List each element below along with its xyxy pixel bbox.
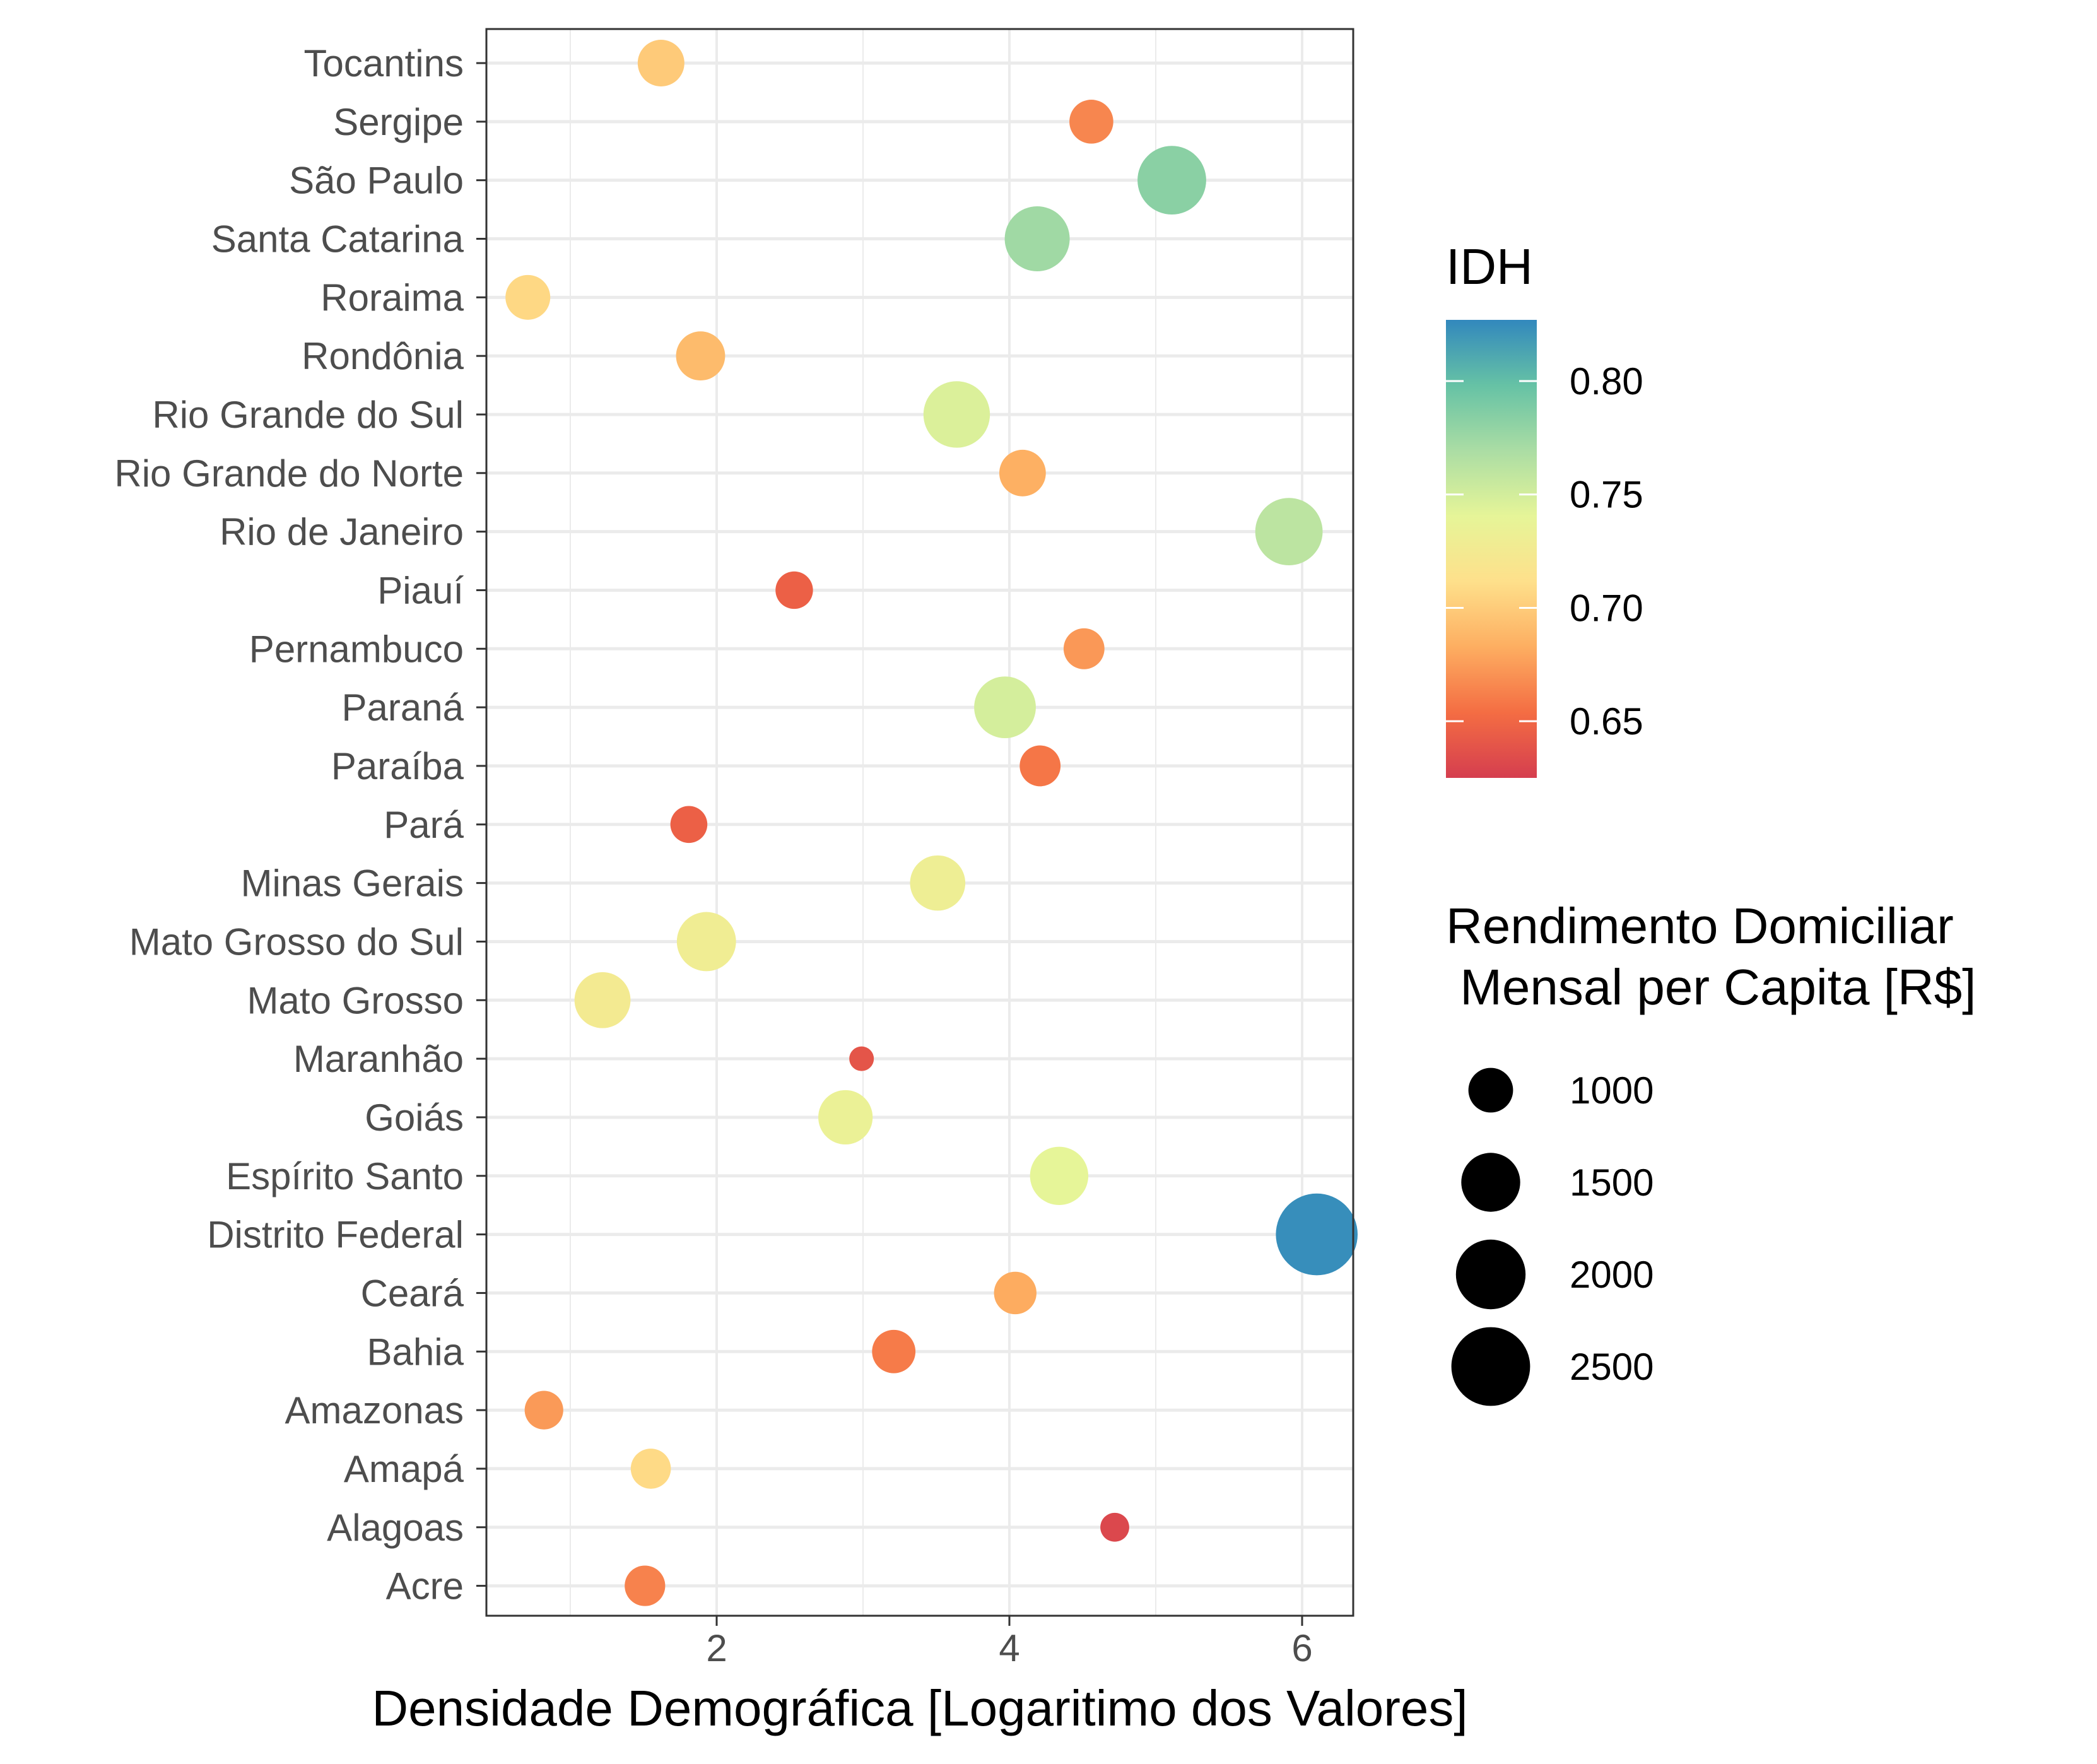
size-legend-label: 2000: [1570, 1254, 1654, 1296]
y-tick-label: Rio de Janeiro: [220, 511, 464, 553]
y-tick-label: Mato Grosso: [247, 979, 464, 1021]
data-point: [1255, 498, 1323, 566]
y-tick-label: Paraíba: [331, 745, 464, 787]
color-legend-label: 0.70: [1570, 587, 1643, 629]
data-point: [637, 40, 684, 86]
y-tick-label: Maranhão: [293, 1038, 464, 1080]
size-legend-title: Rendimento Domiciliar Mensal per Capita …: [1446, 898, 1976, 1015]
y-tick-label: Amazonas: [285, 1389, 464, 1432]
size-legend: Rendimento Domiciliar Mensal per Capita …: [1446, 898, 1976, 1406]
y-tick-label: Acre: [386, 1565, 464, 1608]
y-tick-label: Mato Grosso do Sul: [129, 920, 464, 963]
data-point: [1063, 628, 1105, 669]
y-tick-label: Goiás: [365, 1097, 464, 1139]
data-point: [818, 1090, 873, 1145]
data-point: [630, 1449, 671, 1489]
size-legend-symbol: [1461, 1153, 1520, 1212]
y-tick-label: Piauí: [377, 569, 464, 611]
y-tick-label: Sergipe: [333, 101, 464, 143]
size-legend-symbol: [1455, 1239, 1526, 1310]
data-point: [999, 449, 1046, 497]
color-legend-label: 0.80: [1570, 360, 1643, 403]
size-legend-label: 1000: [1570, 1069, 1654, 1112]
data-point: [994, 1271, 1037, 1315]
x-axis: 2 4 6: [706, 1616, 1313, 1669]
data-point: [676, 331, 725, 381]
y-tick-label: Santa Catarina: [211, 218, 464, 260]
y-tick-label: Rio Grande do Norte: [114, 452, 464, 495]
data-point: [1004, 206, 1070, 271]
data-point: [1069, 100, 1113, 144]
data-point: [676, 912, 736, 972]
y-tick-label: Bahia: [367, 1331, 464, 1373]
data-point: [974, 676, 1036, 739]
data-point: [1019, 745, 1061, 787]
y-tick-label: Minas Gerais: [241, 862, 464, 905]
plot-border: [485, 28, 1354, 1617]
y-tick-label: Rio Grande do Sul: [152, 394, 464, 436]
size-legend-symbol: [1451, 1327, 1530, 1406]
color-legend-bar: [1446, 320, 1537, 778]
y-tick-label: Rondônia: [302, 335, 464, 377]
y-tick-label: Tocantins: [304, 42, 464, 85]
size-legend-title-line-2: Mensal per Capita [R$]: [1446, 959, 1976, 1015]
data-point: [1100, 1512, 1129, 1542]
x-tick-label: 4: [999, 1627, 1019, 1669]
color-legend-label: 0.65: [1570, 700, 1643, 743]
y-tick-label: Ceará: [361, 1272, 464, 1314]
data-point: [625, 1565, 666, 1606]
data-point: [775, 571, 813, 609]
data-point: [505, 274, 551, 320]
y-tick-label: Pernambuco: [249, 628, 464, 670]
y-tick-label: São Paulo: [289, 160, 464, 202]
data-point: [574, 972, 631, 1028]
color-legend-label: 0.75: [1570, 474, 1643, 516]
y-tick-label: Roraima: [320, 276, 464, 319]
data-point: [1137, 146, 1206, 215]
y-tick-label: Paraná: [342, 686, 464, 729]
size-legend-symbol: [1468, 1067, 1513, 1113]
y-tick-label: Amapá: [344, 1448, 464, 1490]
data-point: [923, 381, 990, 448]
color-legend-title: IDH: [1446, 238, 1533, 295]
x-tick-label: 6: [1291, 1627, 1312, 1669]
data-point: [872, 1329, 916, 1373]
y-tick-label: Alagoas: [327, 1507, 464, 1549]
data-point: [910, 855, 966, 911]
y-tick-label: Pará: [384, 804, 464, 846]
size-legend-label: 1500: [1570, 1161, 1654, 1204]
data-point: [524, 1391, 563, 1430]
data-points: [505, 40, 1358, 1606]
data-point: [849, 1046, 874, 1071]
x-tick-label: 2: [706, 1627, 727, 1669]
data-point: [1030, 1146, 1089, 1205]
data-point: [1276, 1193, 1358, 1276]
x-axis-title: Densidade Demográfica [Logaritimo dos Va…: [372, 1680, 1467, 1736]
color-legend: IDH 0.80 0.75 0.70 0.65: [1446, 238, 1643, 778]
y-axis: Acre Alagoas Amapá Amazonas Bahia Ceará Distri…: [114, 42, 486, 1608]
size-legend-label: 2500: [1570, 1346, 1654, 1388]
data-point: [670, 806, 708, 844]
y-tick-label: Espírito Santo: [226, 1155, 464, 1197]
y-tick-label: Distrito Federal: [207, 1214, 464, 1256]
size-legend-title-line-1: Rendimento Domiciliar: [1446, 898, 1954, 954]
